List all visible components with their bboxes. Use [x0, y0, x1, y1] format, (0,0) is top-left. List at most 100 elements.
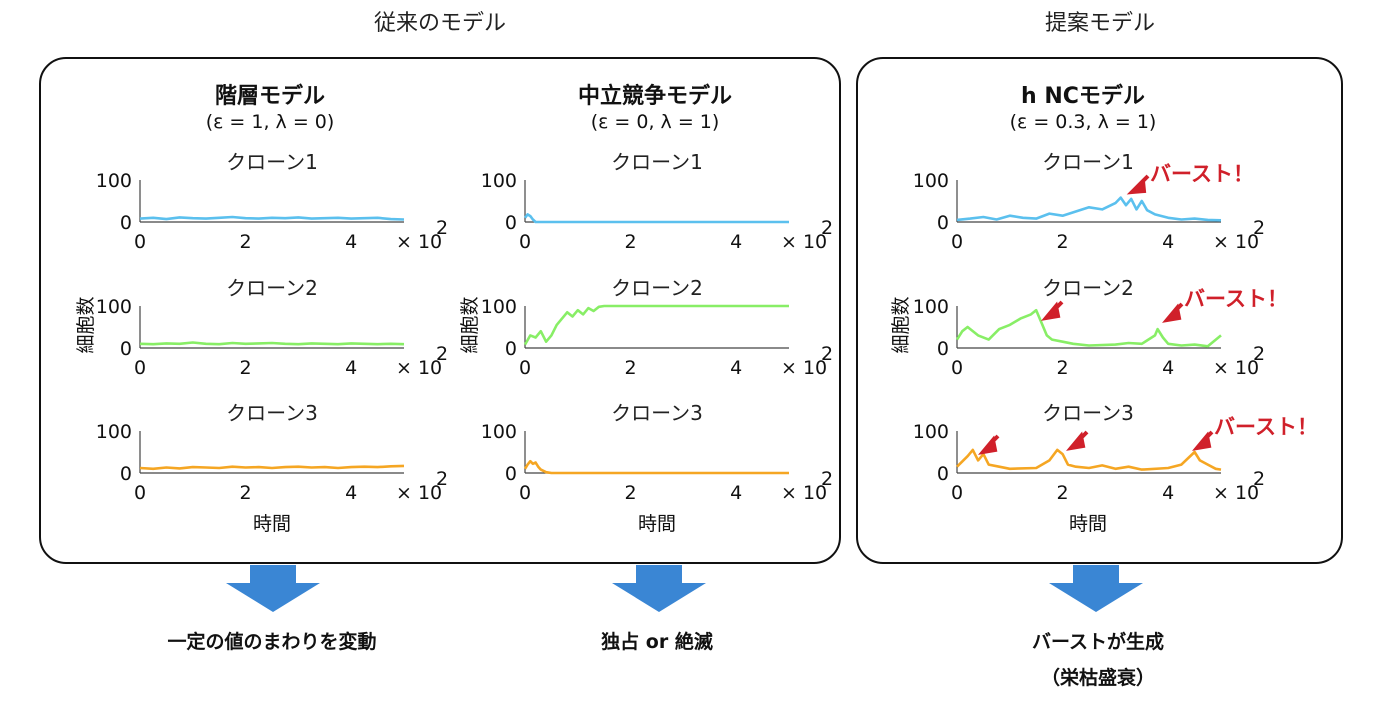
x-tick-1-m1-c3: 2 [240, 482, 252, 504]
x-tick-1-m2-c2: 2 [625, 357, 637, 379]
burst-arrow-clone3 [1192, 430, 1214, 451]
clone-title-m2-c2: クローン2 [611, 276, 703, 300]
series-line-m2-c1 [523, 213, 789, 224]
result-arrow-hnc [1049, 565, 1143, 612]
conventional-group-label: 従来のモデル [374, 11, 506, 36]
y-tick-0-m2-c3: 0 [505, 463, 517, 485]
y-tick-0-m1-c1: 0 [120, 212, 132, 234]
series-line-m3-c3 [956, 448, 1222, 471]
xlabel-hierarchical: 時間 [253, 513, 291, 535]
series-line-m1-c2 [139, 341, 405, 346]
x-exponent-power-m2-c2: 2 [821, 343, 833, 365]
clone-title-m1-c1: クローン1 [226, 150, 318, 174]
model-params-hierarchical: (ε = 1, λ = 0) [206, 111, 335, 133]
burst-arrow-clone1 [1126, 174, 1150, 195]
burst-label-clone1: バースト！ [1150, 162, 1254, 186]
result-arrow-hierarchical [226, 565, 320, 612]
x-tick-1-m3-c3: 2 [1057, 482, 1069, 504]
conventional-panel [39, 57, 841, 564]
x-exponent-m1-c3: × 10 [396, 482, 442, 504]
x-tick-0-m2-c1: 0 [519, 231, 531, 253]
proposed-group-label: 提案モデル [1045, 11, 1155, 36]
clone-title-m1-c2: クローン2 [226, 276, 318, 300]
x-tick-1-m2-c3: 2 [625, 482, 637, 504]
series-line-m1-c3 [139, 464, 405, 471]
series-line-m2-c2 [523, 304, 789, 346]
model-name-hnc: h NCモデル [1021, 83, 1145, 109]
x-exponent-power-m1-c1: 2 [436, 217, 448, 239]
proposed-panel [856, 57, 1343, 564]
burst-label-clone2: バースト！ [1184, 287, 1288, 311]
clone-title-m3-c1: クローン1 [1042, 150, 1134, 174]
x-exponent-m3-c2: × 10 [1213, 357, 1259, 379]
result-arrow-neutral [612, 565, 706, 612]
x-tick-0-m1-c3: 0 [134, 482, 146, 504]
x-tick-2-m1-c2: 4 [345, 357, 357, 379]
x-tick-1-m3-c2: 2 [1057, 357, 1069, 379]
y-tick-100-m2-c1: 100 [481, 170, 517, 192]
x-tick-2-m1-c3: 4 [345, 482, 357, 504]
y-tick-100-m3-c1: 100 [913, 170, 949, 192]
burst-arrow-clone2 [1162, 302, 1184, 323]
x-tick-2-m3-c3: 4 [1162, 482, 1174, 504]
result-hierarchical: 一定の値のまわりを変動 [167, 630, 376, 653]
xlabel-neutral: 時間 [638, 513, 676, 535]
clone-title-m3-c2: クローン2 [1042, 276, 1134, 300]
x-tick-0-m3-c3: 0 [951, 482, 963, 504]
y-tick-0-m1-c2: 0 [120, 338, 132, 360]
x-tick-2-m3-c1: 4 [1162, 231, 1174, 253]
y-tick-0-m2-c2: 0 [505, 338, 517, 360]
series-line-m3-c2 [955, 308, 1222, 348]
x-exponent-power-m2-c3: 2 [821, 468, 833, 490]
result-hnc: バーストが生成 [1032, 630, 1164, 653]
x-exponent-power-m3-c2: 2 [1253, 343, 1265, 365]
ylabel-hierarchical: 細胞数 [75, 296, 97, 353]
x-exponent-power-m3-c1: 2 [1253, 217, 1265, 239]
x-tick-0-m3-c2: 0 [951, 357, 963, 379]
result-neutral: 独占 or 絶滅 [601, 630, 713, 653]
clone-title-m1-c3: クローン3 [226, 401, 318, 425]
result-hnc-sub: （栄枯盛衰） [1041, 666, 1155, 689]
clone-title-m2-c1: クローン1 [611, 150, 703, 174]
model-params-neutral: (ε = 0, λ = 1) [591, 111, 720, 133]
burst-arrow-clone3-secondary-b [1066, 430, 1089, 451]
y-tick-100-m2-c3: 100 [481, 421, 517, 443]
series-line-m3-c1 [956, 196, 1222, 222]
y-tick-100-m1-c2: 100 [96, 296, 132, 318]
model-params-hnc: (ε = 0.3, λ = 1) [1010, 111, 1157, 133]
x-exponent-m1-c1: × 10 [396, 231, 442, 253]
clone-title-m2-c3: クローン3 [611, 401, 703, 425]
x-tick-2-m3-c2: 4 [1162, 357, 1174, 379]
y-tick-0-m3-c2: 0 [937, 338, 949, 360]
x-exponent-m2-c1: × 10 [781, 231, 827, 253]
x-exponent-power-m1-c3: 2 [436, 468, 448, 490]
x-tick-0-m2-c2: 0 [519, 357, 531, 379]
model-name-neutral: 中立競争モデル [578, 83, 732, 109]
x-tick-0-m1-c1: 0 [134, 231, 146, 253]
series-line-m2-c3 [523, 459, 789, 475]
burst-arrow-clone3-secondary-a [978, 434, 1000, 455]
model-name-hierarchical: 階層モデル [215, 83, 325, 109]
series-line-m1-c1 [139, 215, 405, 221]
ylabel-hnc: 細胞数 [890, 296, 912, 353]
x-exponent-m3-c3: × 10 [1213, 482, 1259, 504]
x-tick-0-m3-c1: 0 [951, 231, 963, 253]
x-exponent-m2-c2: × 10 [781, 357, 827, 379]
x-tick-2-m1-c1: 4 [345, 231, 357, 253]
y-tick-0-m3-c3: 0 [937, 463, 949, 485]
y-tick-100-m2-c2: 100 [481, 296, 517, 318]
x-exponent-m2-c3: × 10 [781, 482, 827, 504]
y-tick-0-m1-c3: 0 [120, 463, 132, 485]
x-exponent-m3-c1: × 10 [1213, 231, 1259, 253]
y-tick-100-m1-c1: 100 [96, 170, 132, 192]
x-tick-0-m1-c2: 0 [134, 357, 146, 379]
x-tick-1-m1-c2: 2 [240, 357, 252, 379]
x-exponent-power-m1-c2: 2 [436, 343, 448, 365]
x-exponent-power-m2-c1: 2 [821, 217, 833, 239]
clone-title-m3-c3: クローン3 [1042, 401, 1134, 425]
x-tick-1-m2-c1: 2 [625, 231, 637, 253]
ylabel-neutral: 細胞数 [459, 296, 481, 353]
